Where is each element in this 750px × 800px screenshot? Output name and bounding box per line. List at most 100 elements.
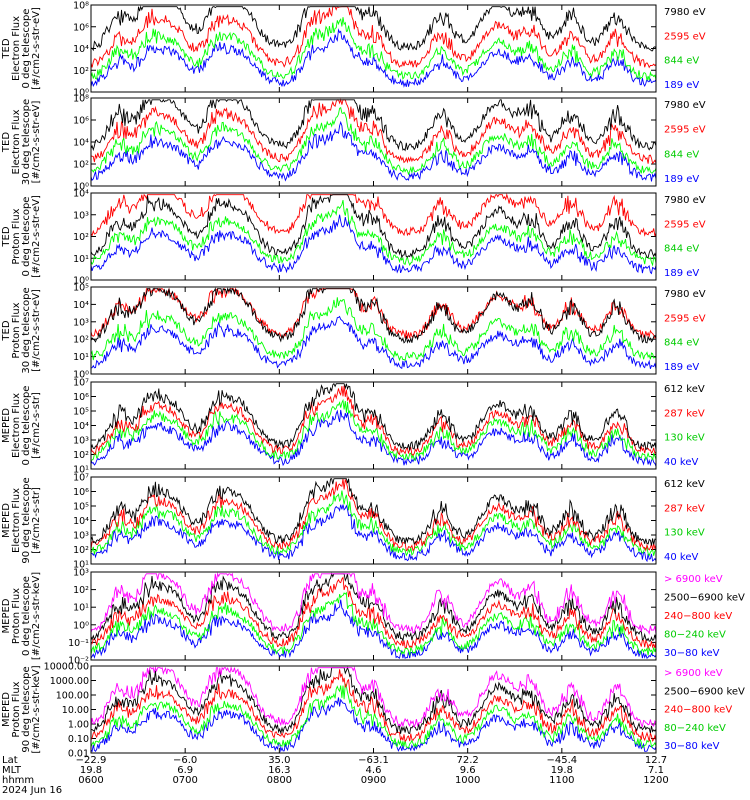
footer-hhmm: 1000 [455,775,480,786]
plot-frame [90,4,657,93]
y-tick-label: 10⁶ [73,116,89,127]
y-tick-label: 10¹ [73,254,89,265]
legend-entry: 7980 eV [664,195,706,206]
y-tick-label: 10⁰ [73,370,89,381]
plot-frame [90,665,657,754]
y-tick-label: 10⁸ [73,1,89,12]
series-line [90,194,657,259]
series-line [90,572,657,642]
legend-entry: 240−800 keV [664,611,732,622]
plot-frame [90,571,657,661]
footer-row-label: MLT [2,765,22,776]
legend-entry: 40 keV [664,552,698,563]
series-line [90,683,657,749]
panel-4: TED Proton Flux 30 deg telescope [#/cm2-s-s… [1,283,706,381]
y-axis-label: [#/cm2-s-str-keV] [31,665,42,753]
footer-mlt: 19.8 [551,765,573,776]
legend-entry: 130 keV [664,528,705,539]
footer-hhmm: 0900 [361,775,386,786]
footer-lat: −45.4 [547,755,578,766]
footer-lat: 72.2 [457,755,479,766]
y-tick-label: 10.00 [62,705,89,716]
y-tick-label: 10⁴ [73,189,89,200]
legend-entry: > 6900 keV [664,668,723,679]
series-line [90,409,657,467]
y-tick-label: 10¹ [73,560,89,571]
y-tick-label: 0.01 [68,749,89,760]
legend-entry: 287 keV [664,503,705,514]
y-tick-label: 10⁴ [73,300,89,311]
y-tick-label: 10² [73,160,89,171]
y-tick-label: 10¹ [73,603,89,614]
plot-frame [90,97,657,187]
y-axis-label: Proton Flux [11,681,22,737]
footer-mlt: 9.6 [460,765,476,776]
y-tick-label: 10² [73,335,89,346]
y-tick-label: 10⁴ [73,44,89,55]
y-tick-label: 10³ [73,531,89,542]
y-tick-label: 10⁰ [73,88,89,99]
y-axis-label: Electron Flux [11,109,22,174]
legend-entry: 2595 eV [664,219,706,230]
y-tick-label: 10⁴ [73,421,89,432]
footer-mlt: 6.9 [177,765,193,776]
legend-entry: 40 keV [664,457,698,468]
series-line [90,599,657,659]
y-tick-label: 100.00 [56,691,89,702]
footer-mlt: 4.6 [366,765,382,776]
legend-entry: 189 eV [664,362,699,373]
legend-entry: 7980 eV [664,289,706,300]
y-axis-label: Electron Flux [11,393,22,458]
series-line [90,398,657,462]
y-tick-label: 10² [73,585,89,596]
series-line [90,385,657,456]
footer-lat: −6.0 [173,755,197,766]
legend-entry: 189 eV [664,80,699,91]
series-line [90,572,657,635]
series-line [90,504,657,563]
y-axis-label: 0 deg telescope [21,386,32,466]
footer-lat: 12.7 [645,755,667,766]
legend-entry: 2595 eV [664,31,706,42]
plot-frame [90,476,657,565]
y-axis-label: MEPED [1,692,12,727]
footer-hhmm: 1200 [643,775,668,786]
legend-entry: 80−240 keV [664,630,726,641]
legend-entry: 612 keV [664,384,705,395]
footer-hhmm: 0800 [267,775,292,786]
legend-entry: 844 eV [664,56,699,67]
panel-2: TED Electron Flux 30 deg telescope [#/cm2-s… [1,94,706,193]
y-tick-label: 10000.00 [44,662,89,673]
y-tick-label: 10⁵ [73,283,89,294]
y-axis-label: 90 deg telescope [21,666,32,752]
y-tick-label: 10⁰ [73,620,89,631]
y-tick-label: 10⁵ [73,502,89,513]
footer-row-label: Lat [2,755,18,766]
y-tick-label: 10² [73,545,89,556]
legend-entry: 240−800 keV [664,705,732,716]
y-tick-label: 10⁴ [73,516,89,527]
y-tick-label: 10⁶ [73,392,89,403]
y-axis-label: TED [1,226,12,247]
panel-6: MEPED Electron Flux 90 deg telescope [#/cm2… [1,473,705,571]
footer-mlt: 19.8 [80,765,102,776]
series-line [90,297,657,362]
legend-entry: 844 eV [664,149,699,160]
series-line [90,214,657,275]
y-tick-label: 10⁷ [73,378,89,389]
y-axis-label: TED [1,320,12,341]
legend-entry: 844 eV [664,244,699,255]
series-line [90,576,657,650]
legend-entry: 2595 eV [664,313,706,324]
y-axis-label: TED [1,132,12,153]
plot-frame [90,286,657,375]
y-tick-label: 10⁴ [73,138,89,149]
y-tick-label: 10⁸ [73,94,89,105]
y-tick-label: 10² [73,66,89,77]
legend-entry: 130 keV [664,433,705,444]
y-tick-label: 10² [73,232,89,243]
legend-entry: 844 eV [664,338,699,349]
footer-mlt: 7.1 [648,765,664,776]
legend-entry: 30−80 keV [664,741,720,752]
y-axis-label: 30 deg telescope [21,287,32,373]
